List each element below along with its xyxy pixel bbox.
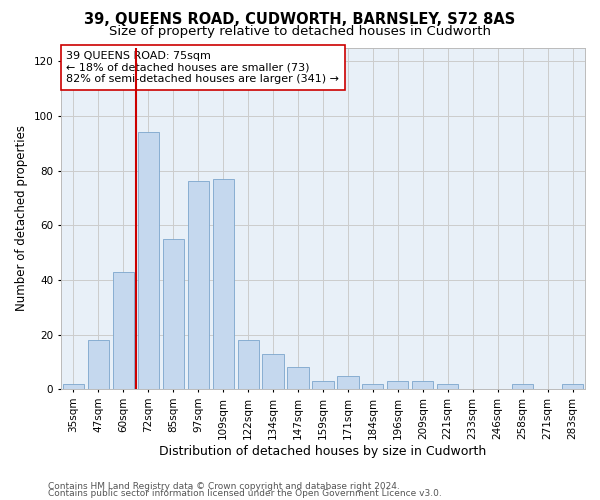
Bar (437, 384, 458, 389)
Bar (287, 368, 308, 389)
Bar (262, 354, 284, 389)
X-axis label: Distribution of detached houses by size in Cudworth: Distribution of detached houses by size … (160, 444, 487, 458)
Bar (88, 340, 109, 389)
Y-axis label: Number of detached properties: Number of detached properties (15, 126, 28, 312)
Text: Size of property relative to detached houses in Cudworth: Size of property relative to detached ho… (109, 25, 491, 38)
Text: 39, QUEENS ROAD, CUDWORTH, BARNSLEY, S72 8AS: 39, QUEENS ROAD, CUDWORTH, BARNSLEY, S72… (85, 12, 515, 28)
Bar (412, 381, 433, 389)
Bar (362, 384, 383, 389)
Text: Contains HM Land Registry data © Crown copyright and database right 2024.: Contains HM Land Registry data © Crown c… (48, 482, 400, 491)
Text: Contains public sector information licensed under the Open Government Licence v3: Contains public sector information licen… (48, 490, 442, 498)
Bar (212, 178, 234, 389)
Bar (163, 239, 184, 389)
Bar (238, 340, 259, 389)
Bar (137, 132, 159, 389)
Bar (337, 376, 359, 389)
Bar (512, 384, 533, 389)
Bar (188, 182, 209, 389)
Bar (387, 381, 409, 389)
Bar (562, 384, 583, 389)
Text: 39 QUEENS ROAD: 75sqm
← 18% of detached houses are smaller (73)
82% of semi-deta: 39 QUEENS ROAD: 75sqm ← 18% of detached … (66, 51, 339, 84)
Bar (313, 381, 334, 389)
Bar (113, 272, 134, 389)
Bar (63, 384, 84, 389)
